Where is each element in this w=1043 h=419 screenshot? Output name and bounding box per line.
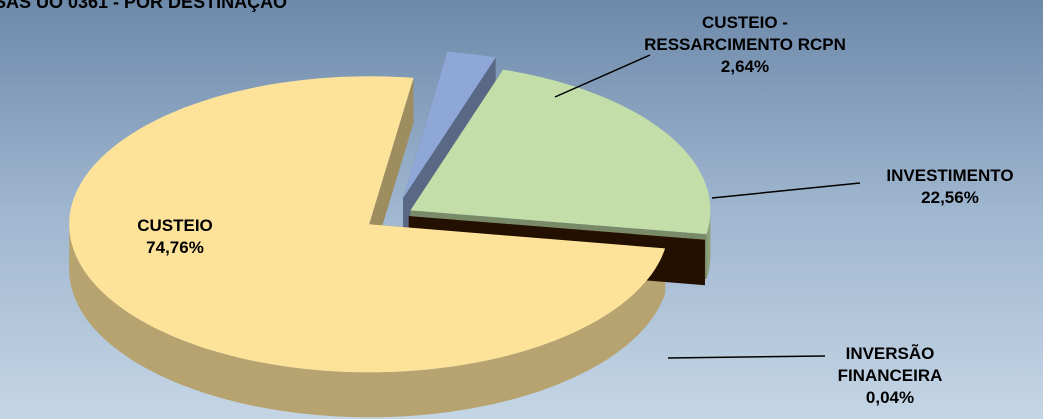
slice — [410, 69, 711, 235]
slice-label: CUSTEIO — [137, 216, 213, 235]
value-label: 0,04% — [865, 388, 915, 407]
slice — [403, 51, 496, 199]
leader-line — [667, 355, 826, 359]
slice-label: CUSTEIO - RESSARCIMENTO RCPN — [644, 13, 846, 54]
slice-side — [69, 224, 666, 418]
slice-label: INVERSÃO FINANCEIRA — [837, 344, 943, 385]
slice — [69, 76, 666, 373]
value-label: 74,76% — [146, 238, 204, 257]
slice-side — [706, 210, 711, 280]
slice — [408, 216, 705, 241]
chart-title: SAS UO 0361 - POR DESTINAÇÃO — [0, 0, 288, 12]
value-label: 2,64% — [720, 57, 770, 76]
leader-line — [711, 182, 861, 199]
leader-line — [554, 54, 651, 98]
slice-wall — [369, 77, 414, 270]
slice-label: INVESTIMENTO — [886, 166, 1014, 185]
value-label: 22,56% — [921, 188, 979, 207]
